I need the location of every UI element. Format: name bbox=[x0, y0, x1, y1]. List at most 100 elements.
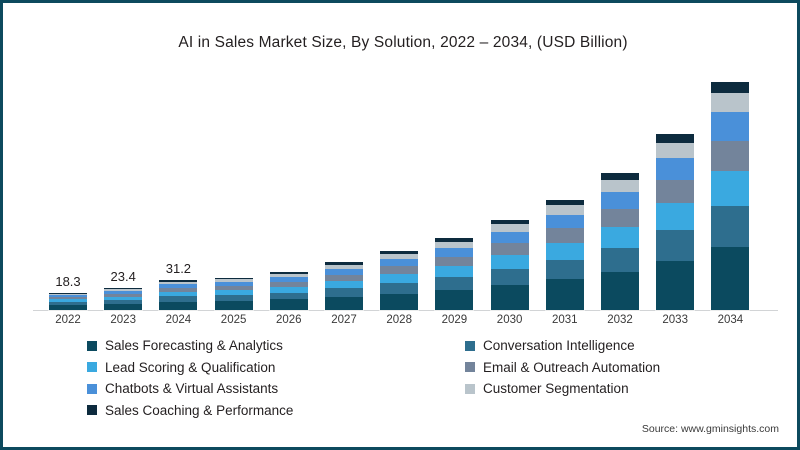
bar-segment[interactable] bbox=[214, 301, 253, 310]
bar-segment[interactable] bbox=[214, 290, 253, 296]
bar-segment[interactable] bbox=[490, 268, 529, 285]
bar-group-2026[interactable] bbox=[269, 271, 308, 310]
bar-segment[interactable] bbox=[490, 255, 529, 269]
bar-segment[interactable] bbox=[104, 290, 143, 294]
bar-segment[interactable] bbox=[269, 299, 308, 310]
bar-segment[interactable] bbox=[380, 251, 419, 255]
bar-segment[interactable] bbox=[711, 206, 750, 247]
bar-segment[interactable] bbox=[159, 301, 198, 310]
bar-segment[interactable] bbox=[214, 279, 253, 283]
bar-segment[interactable] bbox=[601, 208, 639, 227]
bar-segment[interactable] bbox=[545, 205, 584, 215]
legend-item-right-1[interactable]: Email & Outreach Automation bbox=[465, 357, 660, 379]
bar-segment[interactable] bbox=[49, 295, 87, 298]
bar-segment[interactable] bbox=[159, 281, 198, 285]
bar-segment[interactable] bbox=[104, 287, 143, 290]
bar-segment[interactable] bbox=[269, 286, 308, 293]
bar-segment[interactable] bbox=[601, 271, 639, 310]
bar-segment[interactable] bbox=[380, 274, 419, 284]
bar-segment[interactable] bbox=[49, 293, 87, 295]
bar-segment[interactable] bbox=[214, 282, 253, 287]
legend-item-left-2[interactable]: Chatbots & Virtual Assistants bbox=[87, 378, 293, 400]
bar-segment[interactable] bbox=[435, 247, 474, 257]
bar-segment[interactable] bbox=[380, 266, 419, 275]
stacked-bar[interactable] bbox=[545, 199, 584, 310]
stacked-bar[interactable] bbox=[656, 133, 695, 310]
bar-segment[interactable] bbox=[601, 180, 639, 192]
bar-segment[interactable] bbox=[159, 291, 198, 297]
bar-segment[interactable] bbox=[380, 293, 419, 310]
bar-group-2030[interactable] bbox=[490, 219, 529, 310]
bar-segment[interactable] bbox=[711, 93, 750, 113]
bar-segment[interactable] bbox=[711, 246, 750, 310]
bar-group-2025[interactable] bbox=[214, 277, 253, 310]
bar-segment[interactable] bbox=[656, 143, 695, 158]
bar-segment[interactable] bbox=[435, 266, 474, 278]
stacked-bar[interactable] bbox=[269, 271, 308, 310]
bar-segment[interactable] bbox=[656, 202, 695, 231]
bar-group-2024[interactable]: 31.2 bbox=[159, 261, 198, 310]
bar-segment[interactable] bbox=[380, 283, 419, 294]
bar-segment[interactable] bbox=[380, 254, 419, 260]
legend-item-right-2[interactable]: Customer Segmentation bbox=[465, 378, 660, 400]
stacked-bar[interactable] bbox=[711, 81, 750, 310]
bar-segment[interactable] bbox=[214, 295, 253, 302]
bar-segment[interactable] bbox=[325, 264, 363, 269]
bar-segment[interactable] bbox=[380, 259, 419, 267]
bar-segment[interactable] bbox=[104, 299, 143, 304]
legend-item-left-0[interactable]: Sales Forecasting & Analytics bbox=[87, 335, 293, 357]
bar-segment[interactable] bbox=[325, 262, 363, 265]
stacked-bar[interactable] bbox=[325, 262, 363, 310]
stacked-bar[interactable] bbox=[490, 219, 529, 310]
bar-segment[interactable] bbox=[49, 299, 87, 303]
legend-item-left-3[interactable]: Sales Coaching & Performance bbox=[87, 400, 293, 422]
bar-segment[interactable] bbox=[601, 172, 639, 181]
bar-segment[interactable] bbox=[269, 281, 308, 287]
bar-segment[interactable] bbox=[325, 296, 363, 310]
bar-segment[interactable] bbox=[159, 284, 198, 289]
bar-segment[interactable] bbox=[435, 241, 474, 248]
stacked-bar[interactable]: 31.2 bbox=[159, 261, 198, 310]
bar-segment[interactable] bbox=[49, 297, 87, 300]
bar-segment[interactable] bbox=[269, 273, 308, 278]
bar-segment[interactable] bbox=[159, 288, 198, 292]
bar-group-2032[interactable] bbox=[601, 172, 639, 310]
stacked-bar[interactable]: 18.3 bbox=[49, 274, 87, 310]
bar-segment[interactable] bbox=[49, 292, 87, 294]
bar-segment[interactable] bbox=[435, 237, 474, 242]
bar-segment[interactable] bbox=[711, 112, 750, 141]
bar-segment[interactable] bbox=[490, 219, 529, 225]
bar-segment[interactable] bbox=[325, 281, 363, 289]
stacked-bar[interactable]: 23.4 bbox=[104, 269, 143, 310]
bar-group-2027[interactable] bbox=[325, 262, 363, 310]
bar-segment[interactable] bbox=[711, 81, 750, 94]
bar-segment[interactable] bbox=[159, 280, 198, 282]
bar-segment[interactable] bbox=[656, 261, 695, 310]
bar-segment[interactable] bbox=[601, 191, 639, 209]
bar-segment[interactable] bbox=[656, 157, 695, 180]
bar-segment[interactable] bbox=[656, 230, 695, 262]
bar-segment[interactable] bbox=[269, 277, 308, 282]
bar-segment[interactable] bbox=[711, 171, 750, 207]
bar-segment[interactable] bbox=[49, 305, 87, 310]
bar-segment[interactable] bbox=[104, 293, 143, 297]
bar-segment[interactable] bbox=[711, 140, 750, 172]
bar-segment[interactable] bbox=[269, 271, 308, 274]
bar-group-2029[interactable] bbox=[435, 237, 474, 310]
bar-segment[interactable] bbox=[490, 224, 529, 232]
bar-segment[interactable] bbox=[325, 288, 363, 297]
bar-segment[interactable] bbox=[49, 302, 87, 306]
bar-segment[interactable] bbox=[545, 199, 584, 206]
bar-segment[interactable] bbox=[545, 259, 584, 280]
bar-segment[interactable] bbox=[545, 242, 584, 260]
bar-group-2028[interactable] bbox=[380, 251, 419, 310]
bar-segment[interactable] bbox=[104, 303, 143, 310]
bar-segment[interactable] bbox=[656, 179, 695, 203]
legend-item-right-0[interactable]: Conversation Intelligence bbox=[465, 335, 660, 357]
bar-segment[interactable] bbox=[601, 226, 639, 248]
bar-group-2034[interactable] bbox=[711, 81, 750, 310]
bar-segment[interactable] bbox=[545, 214, 584, 229]
bar-segment[interactable] bbox=[490, 284, 529, 310]
bar-segment[interactable] bbox=[435, 256, 474, 267]
bar-group-2023[interactable]: 23.4 bbox=[104, 269, 143, 310]
